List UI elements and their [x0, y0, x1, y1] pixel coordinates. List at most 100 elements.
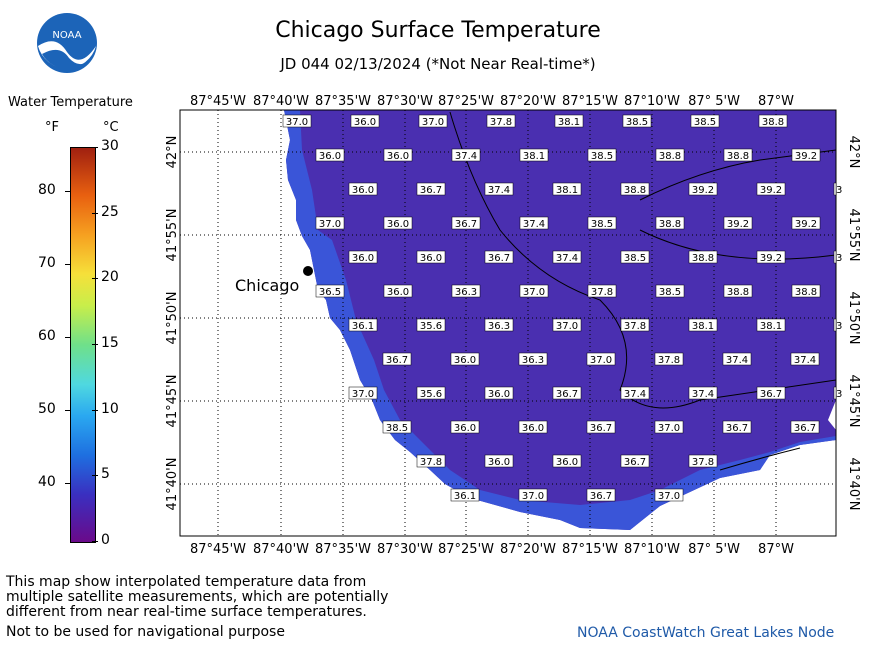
temperature-sample: 38.5 — [622, 114, 652, 128]
temperature-sample: 39.2 — [756, 182, 786, 196]
legend-tick-mark — [65, 336, 71, 338]
svg-text:38.8: 38.8 — [624, 185, 646, 196]
logo-text: NOAA — [52, 30, 81, 41]
temperature-sample: 37.0 — [518, 488, 548, 502]
top-longitude-label: 87°20'W — [500, 94, 556, 109]
temperature-sample: 37.8 — [587, 284, 617, 298]
temperature-sample: 38.5 — [587, 216, 617, 230]
svg-text:39.2: 39.2 — [692, 185, 714, 196]
color-scale-bar — [70, 147, 96, 543]
top-longitude-label: 87°45'W — [190, 94, 246, 109]
svg-text:36.0: 36.0 — [488, 389, 510, 400]
temperature-sample: 37.4 — [484, 182, 514, 196]
svg-text:37.0: 37.0 — [522, 491, 544, 502]
svg-text:36.7: 36.7 — [590, 423, 612, 434]
legend-fahrenheit-tick: 40 — [38, 473, 56, 490]
top-longitude-label: 87°W — [758, 94, 794, 109]
temperature-sample: 3 — [833, 250, 842, 264]
legend-tick-mark — [92, 147, 98, 148]
svg-text:38.5: 38.5 — [694, 117, 716, 128]
temperature-sample: 37.4 — [519, 216, 549, 230]
page-title: Chicago Surface Temperature — [275, 18, 601, 43]
right-latitude-label: 41°45'N — [846, 375, 861, 428]
top-longitude-label: 87°30'W — [377, 94, 433, 109]
svg-text:36.1: 36.1 — [454, 491, 476, 502]
temperature-sample: 38.1 — [519, 148, 549, 162]
temperature-sample: 36.7 — [484, 250, 514, 264]
temperature-sample: 36.7 — [586, 488, 616, 502]
temperature-sample: 37.4 — [790, 352, 820, 366]
svg-text:36.3: 36.3 — [522, 355, 544, 366]
bottom-longitude-label: 87°45'W — [190, 542, 246, 557]
svg-text:36.0: 36.0 — [387, 287, 409, 298]
svg-text:37.0: 37.0 — [590, 355, 612, 366]
legend-tick-mark — [92, 409, 98, 411]
temperature-sample: 39.2 — [791, 148, 821, 162]
svg-text:36.1: 36.1 — [352, 321, 374, 332]
svg-text:36.0: 36.0 — [454, 423, 476, 434]
temperature-sample: 38.8 — [723, 284, 753, 298]
legend-fahrenheit-tick: 60 — [38, 327, 56, 344]
temperature-sample: 36.0 — [350, 114, 380, 128]
svg-text:38.8: 38.8 — [795, 287, 817, 298]
temperature-sample: 38.8 — [791, 284, 821, 298]
svg-text:37.4: 37.4 — [556, 253, 578, 264]
temperature-sample: 38.5 — [690, 114, 720, 128]
bottom-longitude-label: 87°35'W — [315, 542, 371, 557]
legend-tick-mark — [65, 482, 71, 484]
svg-text:36.0: 36.0 — [420, 253, 442, 264]
svg-text:36.7: 36.7 — [590, 491, 612, 502]
temperature-sample: 36.0 — [552, 454, 582, 468]
svg-text:38.8: 38.8 — [727, 151, 749, 162]
legend-tick-mark — [92, 475, 98, 477]
temperature-sample: 3 — [833, 318, 842, 332]
svg-text:3: 3 — [836, 389, 842, 400]
right-latitude-label: 41°50'N — [846, 292, 861, 345]
temperature-sample: 38.1 — [552, 182, 582, 196]
temperature-sample: 37.0 — [348, 386, 378, 400]
navigation-warning: Not to be used for navigational purpose — [6, 624, 285, 640]
svg-text:37.4: 37.4 — [455, 151, 477, 162]
legend-fahrenheit-tick: 70 — [38, 254, 56, 271]
temperature-sample: 39.2 — [688, 182, 718, 196]
svg-text:35.6: 35.6 — [420, 389, 442, 400]
svg-text:38.1: 38.1 — [523, 151, 545, 162]
temperature-sample: 37.4 — [552, 250, 582, 264]
legend-fahrenheit-tick: 50 — [38, 400, 56, 417]
svg-text:37.0: 37.0 — [422, 117, 444, 128]
chicago-marker — [303, 266, 313, 276]
temperature-sample: 38.5 — [382, 420, 412, 434]
temperature-sample: 38.8 — [655, 148, 685, 162]
legend-fahrenheit-tick: 80 — [38, 181, 56, 198]
svg-text:37.0: 37.0 — [319, 219, 341, 230]
temperature-sample: 39.2 — [756, 250, 786, 264]
bottom-longitude-label: 87°30'W — [377, 542, 433, 557]
temperature-sample: 36.0 — [383, 148, 413, 162]
temperature-sample: 38.1 — [554, 114, 584, 128]
svg-text:36.0: 36.0 — [387, 219, 409, 230]
svg-text:37.0: 37.0 — [523, 287, 545, 298]
svg-text:36.7: 36.7 — [760, 389, 782, 400]
svg-text:39.2: 39.2 — [795, 151, 817, 162]
temperature-sample: 39.2 — [791, 216, 821, 230]
svg-text:37.8: 37.8 — [658, 355, 680, 366]
temperature-sample: 36.3 — [451, 284, 481, 298]
svg-text:38.8: 38.8 — [762, 117, 784, 128]
temperature-sample: 37.8 — [654, 352, 684, 366]
noaa-logo-icon: NOAA — [37, 13, 97, 73]
bottom-longitude-label: 87° 5'W — [688, 542, 740, 557]
svg-text:3: 3 — [836, 321, 842, 332]
legend-title: Water Temperature — [8, 95, 133, 110]
svg-text:38.5: 38.5 — [591, 151, 613, 162]
svg-text:36.7: 36.7 — [624, 457, 646, 468]
temperature-sample: 36.0 — [484, 386, 514, 400]
svg-text:38.5: 38.5 — [659, 287, 681, 298]
svg-text:37.8: 37.8 — [591, 287, 613, 298]
left-latitude-label: 42°N — [165, 136, 180, 169]
top-longitude-label: 87°40'W — [253, 94, 309, 109]
svg-text:37.8: 37.8 — [692, 457, 714, 468]
svg-text:36.5: 36.5 — [319, 287, 341, 298]
disclaimer-note: This map show interpolated temperature d… — [6, 575, 388, 620]
temperature-sample: 38.8 — [655, 216, 685, 230]
